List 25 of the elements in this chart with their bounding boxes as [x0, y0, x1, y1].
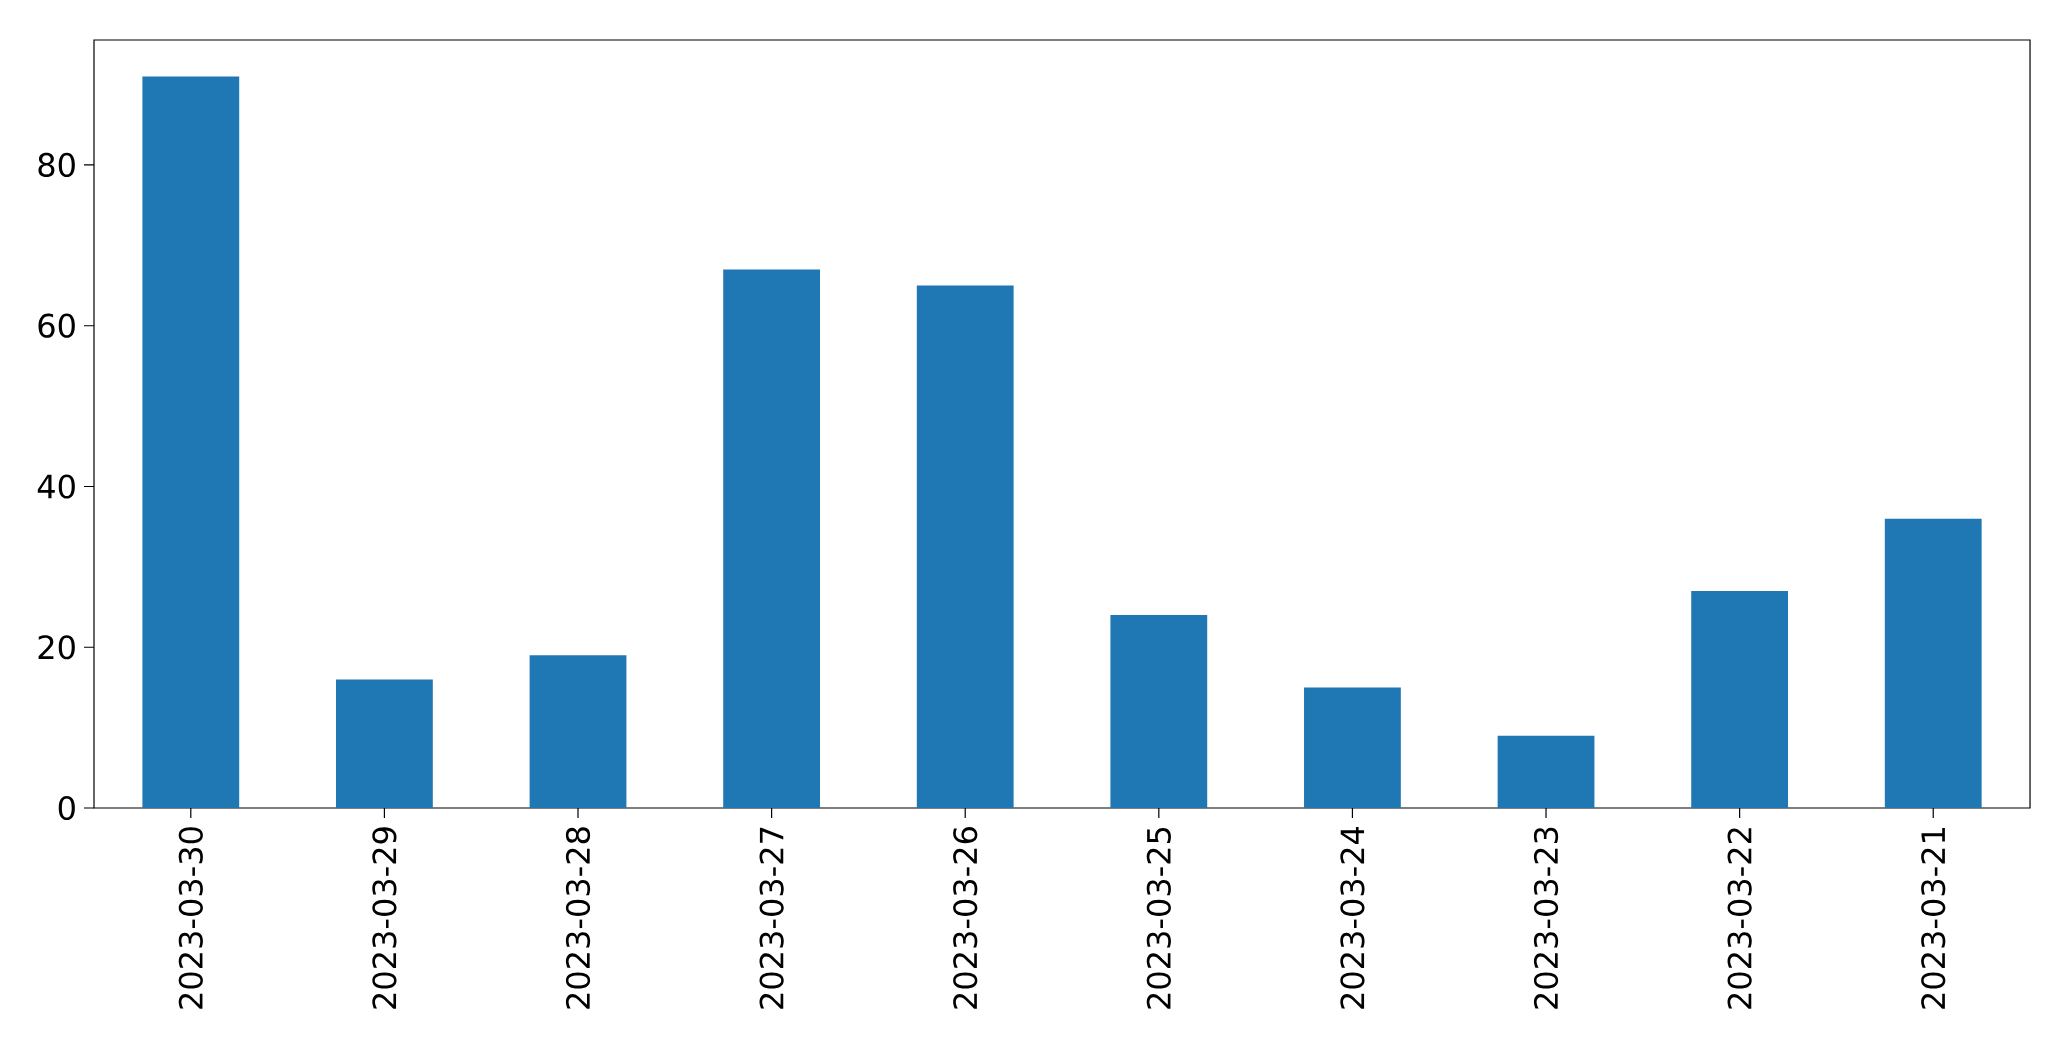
x-tick-label: 2023-03-26 — [953, 827, 978, 1009]
y-tick-label: 20 — [38, 635, 75, 660]
x-tick-label: 2023-03-21 — [1921, 828, 1946, 1009]
x-tick-label: 2023-03-25 — [1146, 827, 1171, 1009]
y-tick-label: 80 — [38, 152, 75, 178]
x-tick-label: 2023-03-30 — [178, 827, 203, 1009]
x-tick-label: 2023-03-24 — [1340, 826, 1365, 1009]
bar — [529, 655, 627, 808]
y-tick-label: 60 — [38, 313, 75, 338]
bar — [1304, 687, 1401, 808]
y-tick-label: 40 — [37, 474, 75, 499]
x-tick-label: 2023-03-28 — [565, 827, 591, 1009]
bar — [916, 285, 1014, 808]
bar — [336, 679, 433, 808]
x-tick-label: 2023-03-22 — [1727, 828, 1752, 1009]
bar — [1691, 590, 1789, 808]
x-tick-label: 2023-03-23 — [1533, 827, 1559, 1009]
y-tick-label: 0 — [58, 795, 75, 821]
bar — [1884, 518, 1982, 808]
x-tick-label: 2023-03-29 — [372, 827, 397, 1009]
x-tick-label: 2023-03-27 — [759, 827, 784, 1009]
bar — [723, 269, 821, 808]
bar — [142, 76, 240, 808]
bar — [1110, 615, 1208, 808]
bar — [1497, 735, 1595, 808]
